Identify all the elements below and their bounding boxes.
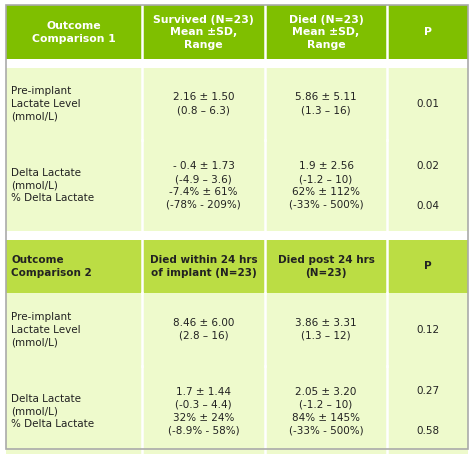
Text: 0.01: 0.01 <box>416 99 439 109</box>
Text: P: P <box>424 27 432 37</box>
Bar <box>6 231 142 240</box>
Bar <box>142 231 265 240</box>
Text: Died within 24 hrs
of implant (N=23): Died within 24 hrs of implant (N=23) <box>150 255 257 278</box>
Text: 3.86 ± 3.31
(1.3 – 12): 3.86 ± 3.31 (1.3 – 12) <box>295 318 357 341</box>
Bar <box>265 366 387 454</box>
Bar <box>142 68 265 140</box>
Bar <box>265 68 387 140</box>
Text: Outcome
Comparison 1: Outcome Comparison 1 <box>32 21 116 44</box>
Bar <box>265 293 387 366</box>
Bar <box>6 140 142 231</box>
Text: Survived (N=23)
Mean ±SD,
Range: Survived (N=23) Mean ±SD, Range <box>153 15 254 50</box>
Bar <box>6 59 142 68</box>
Bar <box>6 240 142 293</box>
Text: 2.05 ± 3.20
(-1.2 – 10)
84% ± 145%
(-33% - 500%): 2.05 ± 3.20 (-1.2 – 10) 84% ± 145% (-33%… <box>289 387 364 435</box>
Text: 8.46 ± 6.00
(2.8 – 16): 8.46 ± 6.00 (2.8 – 16) <box>173 318 234 341</box>
Bar <box>6 293 142 366</box>
Text: Delta Lactate
(mmol/L)
% Delta Lactate: Delta Lactate (mmol/L) % Delta Lactate <box>11 394 94 429</box>
Bar <box>387 366 468 454</box>
Text: 0.12: 0.12 <box>416 325 439 335</box>
Text: 0.58: 0.58 <box>416 426 439 436</box>
Text: Pre-implant
Lactate Level
(mmol/L): Pre-implant Lactate Level (mmol/L) <box>11 312 81 347</box>
Text: 1.7 ± 1.44
(-0.3 – 4.4)
32% ± 24%
(-8.9% - 58%): 1.7 ± 1.44 (-0.3 – 4.4) 32% ± 24% (-8.9%… <box>168 387 239 435</box>
Text: Died (N=23)
Mean ±SD,
Range: Died (N=23) Mean ±SD, Range <box>289 15 364 50</box>
Bar <box>6 366 142 454</box>
Text: P: P <box>424 262 432 271</box>
Text: Died post 24 hrs
(N=23): Died post 24 hrs (N=23) <box>278 255 374 278</box>
Text: 5.86 ± 5.11
(1.3 – 16): 5.86 ± 5.11 (1.3 – 16) <box>295 93 357 115</box>
Bar <box>265 5 387 59</box>
Bar <box>387 5 468 59</box>
Bar <box>265 231 387 240</box>
Text: Outcome
Comparison 2: Outcome Comparison 2 <box>11 255 92 278</box>
Bar <box>142 59 265 68</box>
Bar <box>265 140 387 231</box>
Bar <box>387 68 468 140</box>
Text: 0.04: 0.04 <box>416 201 439 211</box>
Bar <box>387 140 468 231</box>
Bar <box>142 5 265 59</box>
Bar <box>142 240 265 293</box>
Bar <box>265 59 387 68</box>
Text: 0.27: 0.27 <box>416 386 439 396</box>
Text: - 0.4 ± 1.73
(-4.9 – 3.6)
-7.4% ± 61%
(-78% - 209%): - 0.4 ± 1.73 (-4.9 – 3.6) -7.4% ± 61% (-… <box>166 162 241 210</box>
Bar <box>265 240 387 293</box>
Text: 2.16 ± 1.50
(0.8 – 6.3): 2.16 ± 1.50 (0.8 – 6.3) <box>173 93 234 115</box>
Bar <box>387 231 468 240</box>
Text: 1.9 ± 2.56
(-1.2 – 10)
62% ± 112%
(-33% - 500%): 1.9 ± 2.56 (-1.2 – 10) 62% ± 112% (-33% … <box>289 162 364 210</box>
Text: Pre-implant
Lactate Level
(mmol/L): Pre-implant Lactate Level (mmol/L) <box>11 86 81 122</box>
Bar <box>6 5 142 59</box>
Text: Delta Lactate
(mmol/L)
% Delta Lactate: Delta Lactate (mmol/L) % Delta Lactate <box>11 168 94 203</box>
Text: 0.02: 0.02 <box>416 161 439 171</box>
Bar <box>387 293 468 366</box>
Bar <box>387 240 468 293</box>
Bar <box>142 140 265 231</box>
Bar <box>387 59 468 68</box>
Bar <box>142 293 265 366</box>
Bar <box>6 68 142 140</box>
Bar <box>142 366 265 454</box>
